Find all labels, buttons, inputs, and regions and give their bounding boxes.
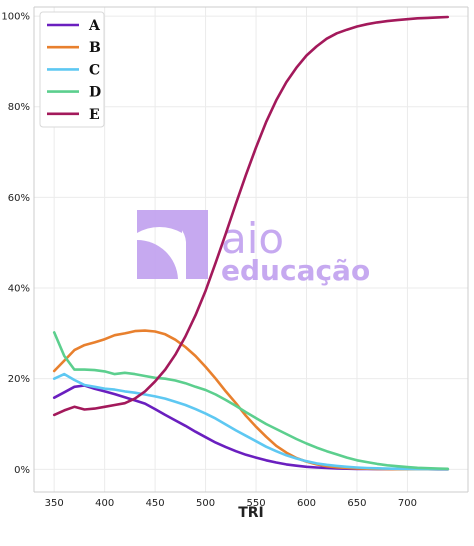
series-line-e [52, 15, 450, 417]
legend-label-c: C [89, 62, 100, 78]
x-tick-label: 500 [196, 498, 215, 509]
x-tick-label: 600 [297, 498, 316, 509]
x-axis-title: TRI [238, 505, 264, 521]
legend-label-a: A [88, 18, 101, 34]
watermark-line2: educação [221, 254, 370, 287]
y-tick-label: 60% [8, 193, 30, 204]
y-tick-label: 0% [14, 465, 30, 476]
x-tick-label: 650 [347, 498, 366, 509]
y-tick-label: 20% [8, 374, 30, 385]
legend-label-b: B [89, 40, 101, 56]
series-line-d [52, 331, 450, 471]
x-tick-label: 700 [398, 498, 417, 509]
series-lines [52, 15, 450, 471]
y-tick-label: 100% [1, 12, 30, 23]
legend-label-e: E [89, 107, 100, 123]
x-tick-label: 450 [146, 498, 165, 509]
tick-labels: 350 400 450 500 550 600 650 700 0% 20% 40% 60% 80% 10… [1, 12, 417, 509]
x-tick-label: 400 [95, 498, 114, 509]
watermark-line1: aio [221, 214, 284, 263]
watermark-logo-icon [137, 210, 208, 279]
y-tick-label: 80% [8, 102, 30, 113]
legend-label-d: D [89, 85, 101, 101]
y-tick-label: 40% [8, 284, 30, 295]
series-line-c [52, 372, 450, 471]
x-tick-label: 350 [45, 498, 64, 509]
axes [33, 6, 469, 493]
x-tick-label: 550 [246, 498, 265, 509]
watermark: aio educação [137, 210, 370, 287]
